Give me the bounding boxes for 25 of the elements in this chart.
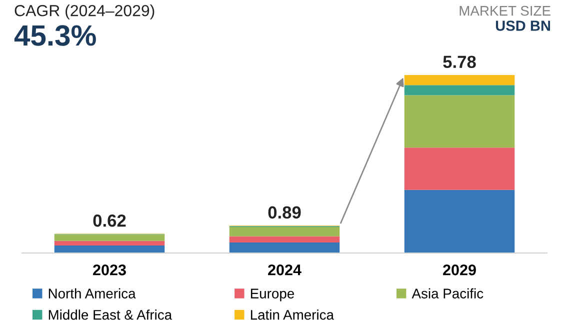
text: USD BN <box>496 20 550 31</box>
bar <box>54 240 165 246</box>
legend-label: Europe <box>250 288 294 302</box>
annotation: 5.78 <box>443 56 476 68</box>
bar <box>54 234 165 241</box>
bar <box>229 236 340 242</box>
bar <box>54 246 165 253</box>
legend-label: Latin America <box>250 310 334 320</box>
bar <box>229 242 340 253</box>
legend-label: Asia Pacific <box>412 288 484 298</box>
text: CAGR (2024–2029) <box>14 4 154 20</box>
bar <box>404 95 515 148</box>
x-tick-label: 2029 <box>443 264 476 276</box>
x-tick-label: 2023 <box>93 264 126 276</box>
text: 45.3% <box>14 25 96 46</box>
annotation: 0.62 <box>93 214 126 227</box>
legend-label: North America <box>48 288 136 298</box>
annotation: 0.89 <box>268 206 301 219</box>
bar <box>404 85 515 96</box>
bar <box>404 190 515 253</box>
bar <box>229 227 340 236</box>
legend-label: Middle East & Africa <box>48 310 172 320</box>
x-tick-label: 2024 <box>268 264 302 276</box>
bar <box>404 148 515 190</box>
text: MARKET SIZE <box>460 6 550 16</box>
